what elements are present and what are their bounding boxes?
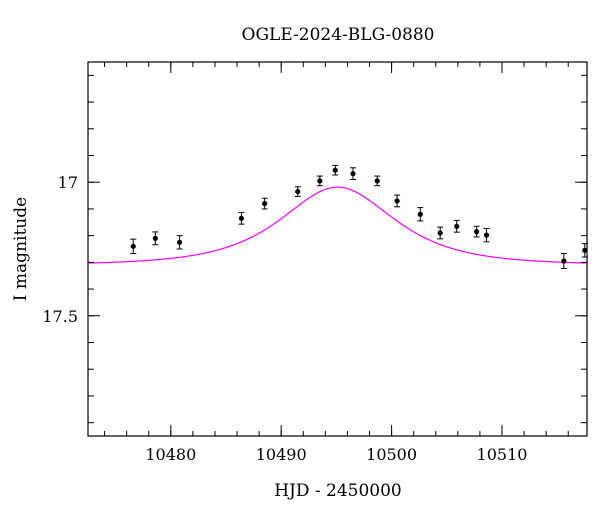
data-marker: [417, 211, 423, 217]
data-point: [374, 175, 381, 187]
data-marker: [350, 171, 356, 177]
data-point: [473, 225, 480, 238]
data-marker: [295, 188, 301, 195]
y-tick-label: 17: [58, 173, 78, 192]
data-point: [349, 167, 356, 181]
data-marker: [582, 247, 588, 253]
data-marker: [374, 178, 380, 184]
x-tick-label: 10480: [145, 445, 196, 464]
data-marker: [317, 178, 323, 184]
data-point: [437, 226, 444, 240]
y-tick-label: 17.5: [42, 307, 78, 326]
data-marker: [437, 230, 443, 236]
chart-title: OGLE-2024-BLG-0880: [242, 25, 435, 45]
data-point: [130, 238, 137, 255]
y-axis-label: I magnitude: [11, 197, 31, 301]
data-point: [238, 211, 245, 225]
plot-frame: [87, 61, 588, 437]
data-marker: [474, 229, 480, 235]
x-tick-label: 10510: [477, 445, 528, 464]
x-tick-label: 10490: [256, 445, 307, 464]
data-point: [394, 194, 401, 208]
x-axis-label: HJD - 2450000: [274, 481, 402, 501]
data-point: [261, 197, 268, 210]
data-marker: [152, 235, 158, 241]
data-point: [332, 164, 339, 176]
data-marker: [454, 223, 460, 229]
data-marker: [177, 239, 183, 245]
data-marker: [262, 200, 268, 207]
data-point: [581, 243, 588, 258]
data-point: [483, 227, 490, 243]
data-point: [417, 207, 424, 222]
axis-ticks: [88, 62, 587, 436]
data-marker: [483, 232, 490, 238]
data-point: [453, 219, 460, 233]
data-point: [560, 253, 567, 270]
data-point: [152, 231, 159, 246]
data-marker: [561, 258, 567, 264]
y-tick-labels: 17 17.5: [42, 173, 78, 326]
model-curve: [87, 186, 588, 264]
data-point: [294, 186, 301, 197]
data-marker: [394, 198, 400, 204]
data-marker: [130, 243, 136, 249]
data-points: [130, 164, 588, 270]
plot-area: [87, 61, 588, 437]
x-tick-label: 10500: [366, 445, 417, 464]
data-point: [176, 235, 183, 250]
data-marker: [332, 167, 338, 173]
x-tick-labels: 10480 10490 10500 10510: [145, 445, 527, 464]
data-marker: [238, 215, 245, 221]
data-point: [316, 175, 323, 187]
